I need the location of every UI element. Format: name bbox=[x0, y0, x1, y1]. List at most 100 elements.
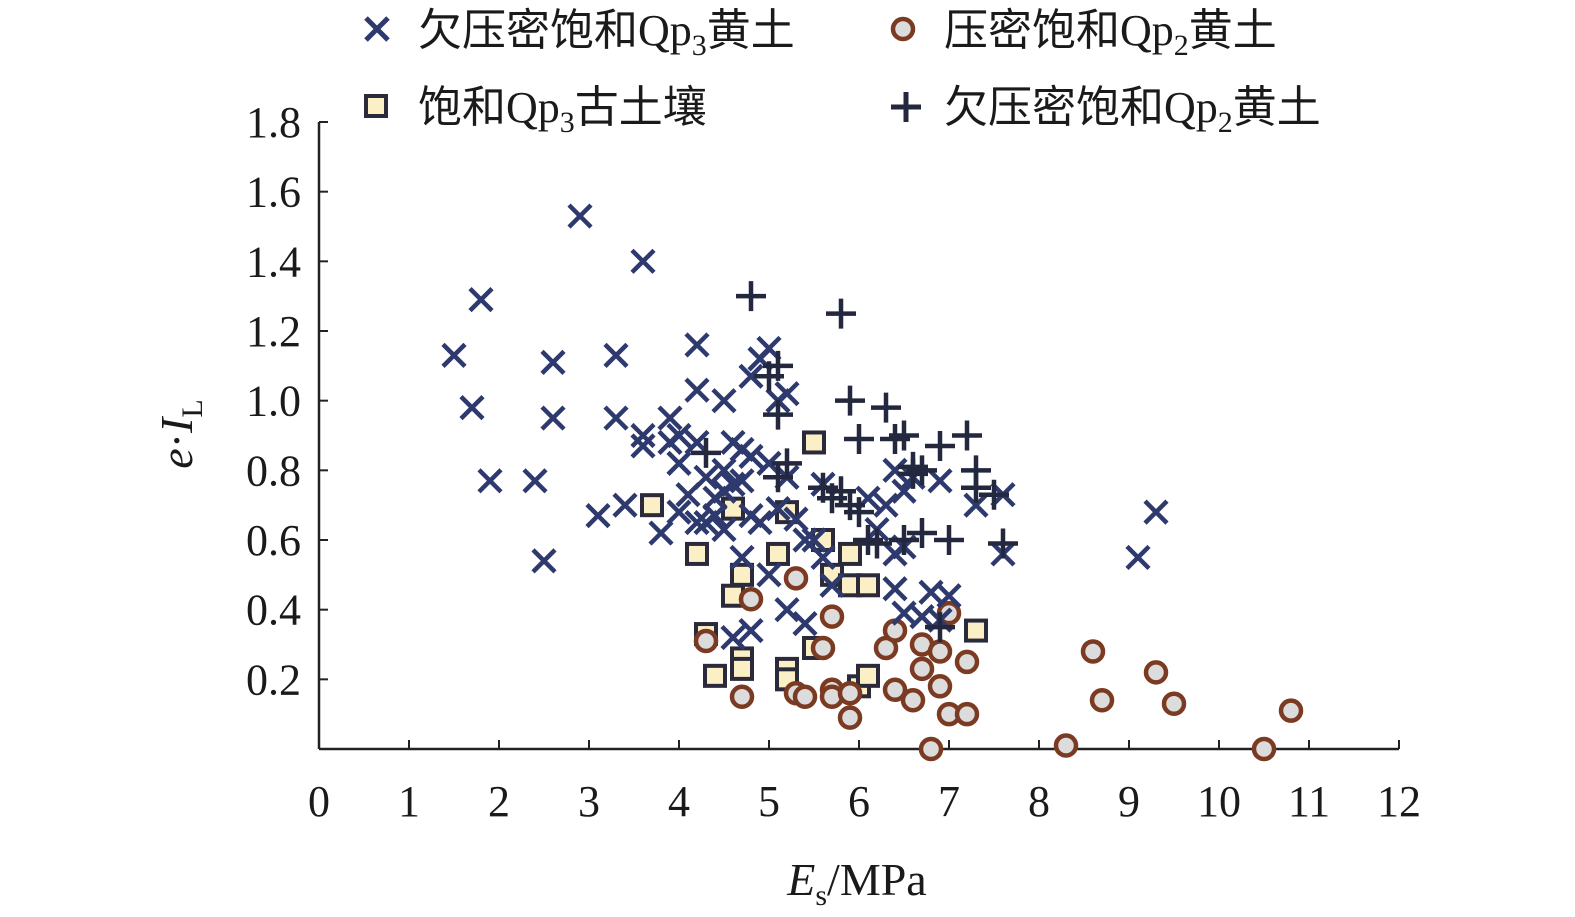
data-point-x bbox=[441, 342, 467, 368]
x-tick-label: 0 bbox=[308, 777, 330, 826]
data-point-circle bbox=[900, 687, 926, 713]
data-point-x bbox=[693, 464, 719, 490]
data-point-plus bbox=[889, 420, 919, 451]
data-point-plus bbox=[871, 392, 901, 423]
data-point-plus bbox=[772, 448, 802, 479]
data-point-x bbox=[666, 422, 692, 449]
data-point-square bbox=[838, 541, 862, 566]
data-point-circle bbox=[819, 604, 845, 629]
data-point-x bbox=[540, 405, 566, 431]
legend: 欠压密饱和Qp3黄土 压密饱和Qp2黄土 饱和Qp3古土壤 欠压密饱和Qp2黄土 bbox=[364, 6, 1321, 139]
data-point-plus bbox=[934, 525, 964, 555]
data-point-plus bbox=[862, 528, 892, 559]
legend-item-x-series: 欠压密饱和Qp3黄土 bbox=[364, 6, 795, 62]
x-axis-title: Es/MPa bbox=[786, 854, 926, 912]
x-ticks: 0 1 2 3 4 5 6 7 8 9 10 11 12 bbox=[308, 740, 1421, 826]
legend-label-circle-series: 压密饱和Qp2黄土 bbox=[944, 6, 1277, 62]
data-point-circle bbox=[837, 705, 863, 730]
data-point-x bbox=[810, 544, 836, 571]
y-tick-label: 1.2 bbox=[246, 307, 301, 356]
x-tick-label: 6 bbox=[848, 777, 870, 826]
data-point-square bbox=[703, 663, 727, 688]
data-point-x bbox=[684, 332, 710, 358]
data-point-x bbox=[567, 203, 593, 229]
x-tick-label: 1 bbox=[398, 777, 420, 826]
data-point-x bbox=[477, 468, 503, 494]
legend-label-square-series: 饱和Qp3古土壤 bbox=[418, 83, 707, 139]
data-point-plus bbox=[844, 497, 874, 528]
data-point-plus bbox=[736, 281, 766, 312]
data-point-circle bbox=[738, 586, 764, 612]
data-point-plus bbox=[979, 479, 1009, 510]
y-tick-label: 0.6 bbox=[246, 516, 301, 565]
y-tick-label: 0.2 bbox=[246, 655, 301, 704]
data-point-x bbox=[774, 597, 800, 623]
data-point-x bbox=[756, 562, 782, 588]
legend-item-circle-series: 压密饱和Qp2黄土 bbox=[890, 6, 1277, 62]
y-tick-label: 0.4 bbox=[246, 586, 301, 635]
data-point-x bbox=[738, 363, 764, 389]
data-point-circle bbox=[693, 628, 719, 654]
x-tick-label: 9 bbox=[1118, 777, 1140, 826]
data-point-circle bbox=[837, 681, 863, 706]
data-point-square bbox=[730, 656, 754, 681]
data-point-x bbox=[1143, 499, 1169, 525]
x-tick-label: 11 bbox=[1288, 777, 1330, 826]
data-point-circle bbox=[810, 635, 836, 661]
data-point-x bbox=[630, 248, 656, 274]
data-point-plus bbox=[763, 399, 793, 430]
data-point-x bbox=[603, 342, 629, 368]
data-point-x bbox=[738, 617, 764, 644]
data-point-x bbox=[531, 548, 557, 574]
legend-label-plus-series: 欠压密饱和Qp2黄土 bbox=[944, 83, 1321, 139]
data-point-x bbox=[792, 611, 818, 637]
data-point-x bbox=[801, 527, 827, 553]
legend-marker-circle bbox=[890, 16, 916, 42]
data-point-x bbox=[738, 443, 764, 469]
data-point-plus bbox=[835, 385, 865, 416]
data-point-plus bbox=[826, 298, 856, 329]
data-point-x bbox=[729, 468, 755, 494]
data-point-x bbox=[1125, 544, 1151, 571]
x-tick-label: 7 bbox=[938, 777, 960, 826]
data-point-square bbox=[640, 493, 664, 518]
y-tick-label: 1.4 bbox=[246, 237, 301, 286]
data-point-x bbox=[603, 405, 629, 431]
x-tick-label: 4 bbox=[668, 777, 690, 826]
data-point-x bbox=[765, 496, 791, 522]
y-tick-label: 1.6 bbox=[246, 168, 301, 217]
data-point-square bbox=[730, 562, 754, 587]
legend-marker-x bbox=[364, 16, 390, 42]
data-point-x bbox=[684, 377, 710, 403]
data-point-plus bbox=[961, 472, 991, 503]
data-point-circle bbox=[1053, 733, 1079, 758]
data-point-x bbox=[630, 422, 656, 449]
data-point-plus bbox=[844, 423, 874, 454]
data-point-x bbox=[684, 509, 710, 536]
data-point-circle bbox=[918, 736, 944, 762]
data-point-x bbox=[657, 405, 683, 431]
data-point-x bbox=[819, 572, 845, 598]
x-tick-label: 2 bbox=[488, 777, 510, 826]
y-ticks: 0.2 0.4 0.6 0.8 1.0 1.2 1.4 1.6 1.8 bbox=[246, 98, 328, 704]
data-point-square bbox=[856, 573, 880, 598]
legend-label-x-series: 欠压密饱和Qp3黄土 bbox=[418, 6, 795, 62]
data-point-x bbox=[711, 516, 737, 543]
data-point-square bbox=[685, 541, 709, 566]
data-point-x bbox=[882, 457, 908, 483]
y-axis-title: e·IL bbox=[151, 399, 209, 468]
data-point-x bbox=[963, 492, 989, 518]
x-tick-label: 3 bbox=[578, 777, 600, 826]
data-point-x bbox=[873, 492, 899, 518]
data-point-circle bbox=[909, 656, 935, 682]
x-tick-label: 12 bbox=[1377, 777, 1421, 826]
data-point-square bbox=[802, 430, 826, 455]
data-point-plus bbox=[907, 518, 937, 549]
x-tick-label: 8 bbox=[1028, 777, 1050, 826]
plot-area bbox=[441, 203, 1304, 762]
y-tick-label: 1.8 bbox=[246, 98, 301, 147]
data-point-x bbox=[702, 503, 728, 529]
data-point-x bbox=[882, 576, 908, 602]
data-point-circle bbox=[1080, 639, 1106, 664]
data-point-x bbox=[747, 509, 773, 536]
